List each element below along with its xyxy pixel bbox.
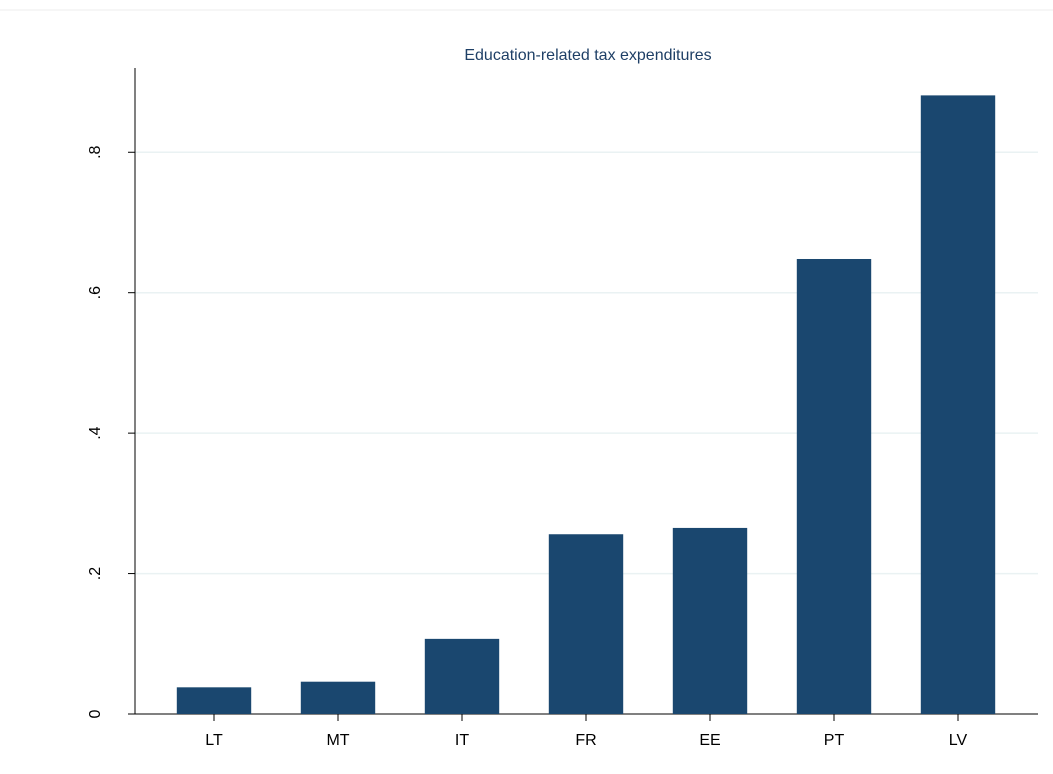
bar	[424, 638, 500, 714]
x-tick-label: LV	[949, 732, 968, 749]
x-tick-label: FR	[575, 732, 596, 749]
chart-title: Education-related tax expenditures	[464, 47, 711, 64]
bar	[796, 258, 872, 714]
bar	[548, 534, 624, 714]
x-tick-label: MT	[326, 732, 349, 749]
x-tick-label: PT	[824, 732, 845, 749]
y-tick-label: .6	[87, 286, 104, 299]
y-tick-label: .8	[87, 145, 104, 158]
bar	[300, 681, 376, 714]
x-tick-label: EE	[699, 732, 720, 749]
y-tick-label: .4	[87, 426, 104, 439]
x-tick-label: IT	[455, 732, 469, 749]
bar	[672, 527, 748, 714]
bar	[176, 687, 252, 714]
bar	[920, 95, 996, 715]
x-tick-label: LT	[205, 732, 223, 749]
y-tick-label: .2	[87, 567, 104, 580]
y-tick-label: 0	[87, 709, 104, 718]
